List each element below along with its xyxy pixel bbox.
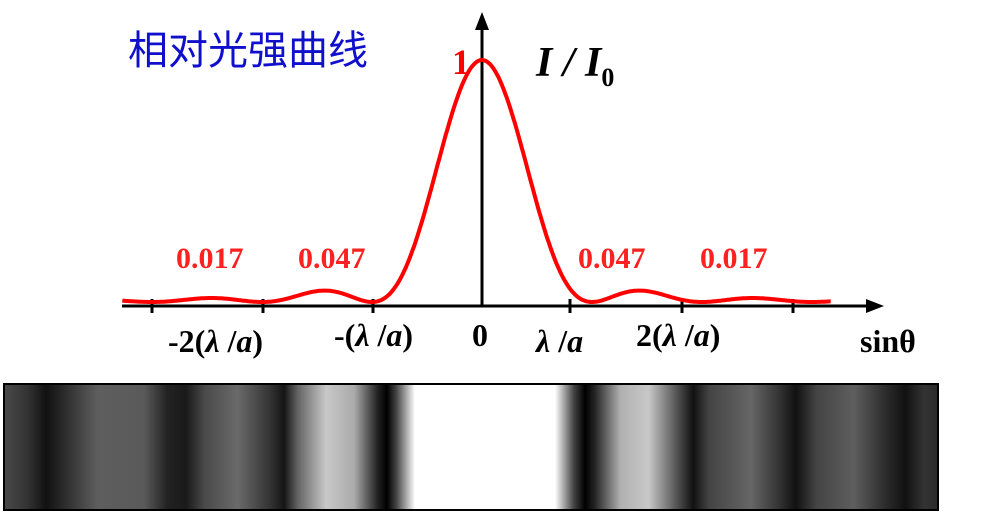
diagram-title: 相对光强曲线 (128, 28, 368, 74)
y-axis-label-main: I / I (535, 40, 603, 86)
x-tick-label-plus2: 2(λ /a) (636, 317, 720, 353)
y-max-label: 1 (452, 42, 470, 82)
intensity-curve (121, 58, 832, 304)
peak-label-right-1: 0.047 (578, 242, 646, 275)
x-tick-label-zero: 0 (472, 317, 488, 353)
x-tick-label-minus2: -2(λ /a) (168, 323, 263, 359)
y-axis-label-sub: 0 (601, 63, 614, 92)
y-axis-label: I / I0 (535, 40, 614, 92)
peak-label-left-1: 0.047 (298, 242, 366, 275)
diffraction-fringe-pattern (3, 383, 939, 511)
peak-label-right-2: 0.017 (700, 242, 768, 275)
peak-label-left-2: 0.017 (176, 242, 244, 275)
x-tick-label-minus1: -(λ /a) (334, 317, 413, 353)
x-axis-label: sinθ (860, 323, 916, 359)
y-axis-arrowhead (475, 12, 489, 30)
x-tick-label-plus1: λ /a (534, 323, 583, 359)
x-axis-arrowhead (866, 299, 884, 313)
